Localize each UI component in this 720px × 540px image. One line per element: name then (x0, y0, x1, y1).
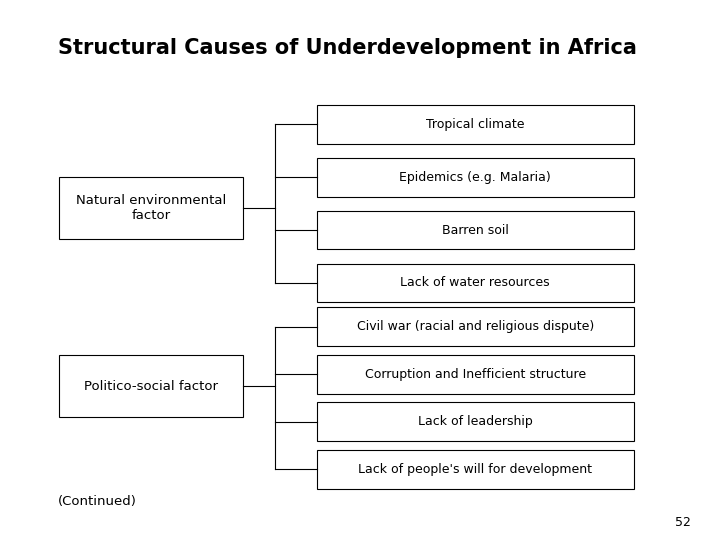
Text: Civil war (racial and religious dispute): Civil war (racial and religious dispute) (356, 320, 594, 333)
Text: (Continued): (Continued) (58, 495, 137, 508)
Text: Epidemics (e.g. Malaria): Epidemics (e.g. Malaria) (400, 171, 551, 184)
FancyBboxPatch shape (317, 211, 634, 249)
Text: Lack of people's will for development: Lack of people's will for development (359, 463, 593, 476)
Text: Lack of leadership: Lack of leadership (418, 415, 533, 428)
FancyBboxPatch shape (317, 307, 634, 346)
Text: Structural Causes of Underdevelopment in Africa: Structural Causes of Underdevelopment in… (58, 38, 636, 58)
Text: Corruption and Inefficient structure: Corruption and Inefficient structure (364, 368, 586, 381)
FancyBboxPatch shape (317, 450, 634, 489)
FancyBboxPatch shape (317, 158, 634, 197)
Text: Lack of water resources: Lack of water resources (400, 276, 550, 289)
Text: Tropical climate: Tropical climate (426, 118, 524, 131)
FancyBboxPatch shape (317, 105, 634, 144)
FancyBboxPatch shape (317, 402, 634, 441)
FancyBboxPatch shape (317, 264, 634, 302)
Text: 52: 52 (675, 516, 691, 529)
FancyBboxPatch shape (59, 177, 243, 239)
Text: Barren soil: Barren soil (442, 224, 508, 237)
Text: Natural environmental
factor: Natural environmental factor (76, 194, 226, 222)
FancyBboxPatch shape (59, 355, 243, 417)
FancyBboxPatch shape (317, 355, 634, 394)
Text: Politico-social factor: Politico-social factor (84, 380, 218, 393)
